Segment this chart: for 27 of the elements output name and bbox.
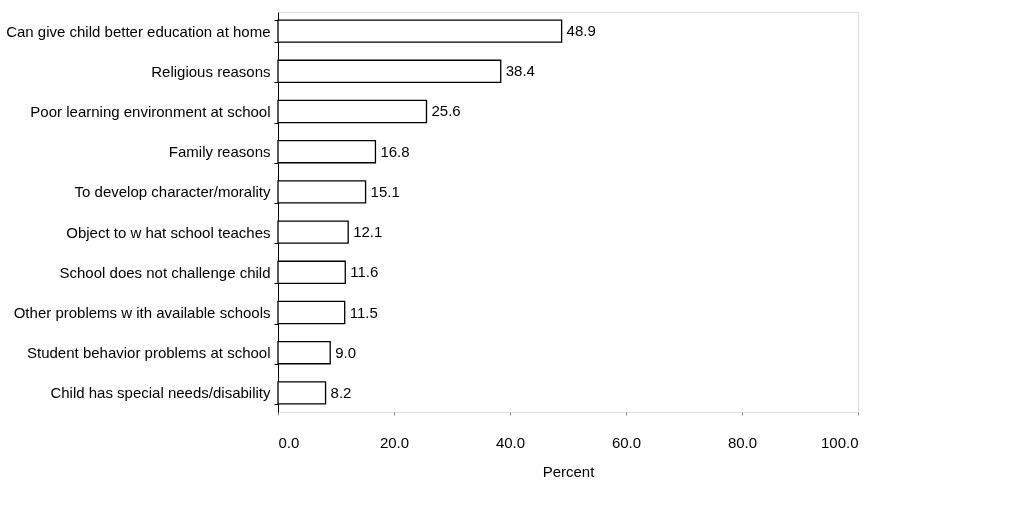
data-label: 11.6 bbox=[350, 263, 379, 281]
x-tick-label: 40.0 bbox=[495, 433, 526, 451]
y-tick-label: Other problems w ith available schools bbox=[13, 304, 271, 321]
data-label: 25.6 bbox=[431, 102, 461, 120]
data-label: 38.4 bbox=[505, 62, 535, 80]
data-label: 16.8 bbox=[380, 142, 410, 160]
y-tick-label: To develop character/morality bbox=[74, 183, 271, 201]
x-tick-label: 60.0 bbox=[611, 433, 642, 451]
y-tick-label: School does not challenge child bbox=[59, 263, 271, 281]
data-label: 15.1 bbox=[370, 182, 400, 200]
y-tick-label: Object to w hat school teaches bbox=[66, 223, 271, 241]
data-label: 48.9 bbox=[566, 22, 596, 40]
y-tick-label: Family reasons bbox=[168, 143, 271, 161]
y-tick-label: Religious reasons bbox=[151, 62, 271, 80]
data-label: 8.2 bbox=[330, 383, 352, 401]
data-label: 12.1 bbox=[353, 223, 383, 241]
data-label: 9.0 bbox=[335, 343, 357, 361]
x-tick-label: 80.0 bbox=[727, 433, 758, 451]
y-tick-label: Child has special needs/disability bbox=[50, 384, 271, 402]
x-tick-label: 0.0 bbox=[278, 433, 300, 451]
x-tick-label: 100.0 bbox=[820, 433, 859, 451]
x-axis-title: Percent bbox=[542, 462, 596, 480]
y-tick-label: Student behavior problems at school bbox=[27, 344, 271, 362]
y-tick-label: Can give child better education at home bbox=[6, 22, 271, 40]
x-tick-label: 20.0 bbox=[379, 433, 410, 451]
data-label: 11.5 bbox=[349, 303, 378, 321]
y-tick-label: Poor learning environment at school bbox=[30, 103, 271, 120]
